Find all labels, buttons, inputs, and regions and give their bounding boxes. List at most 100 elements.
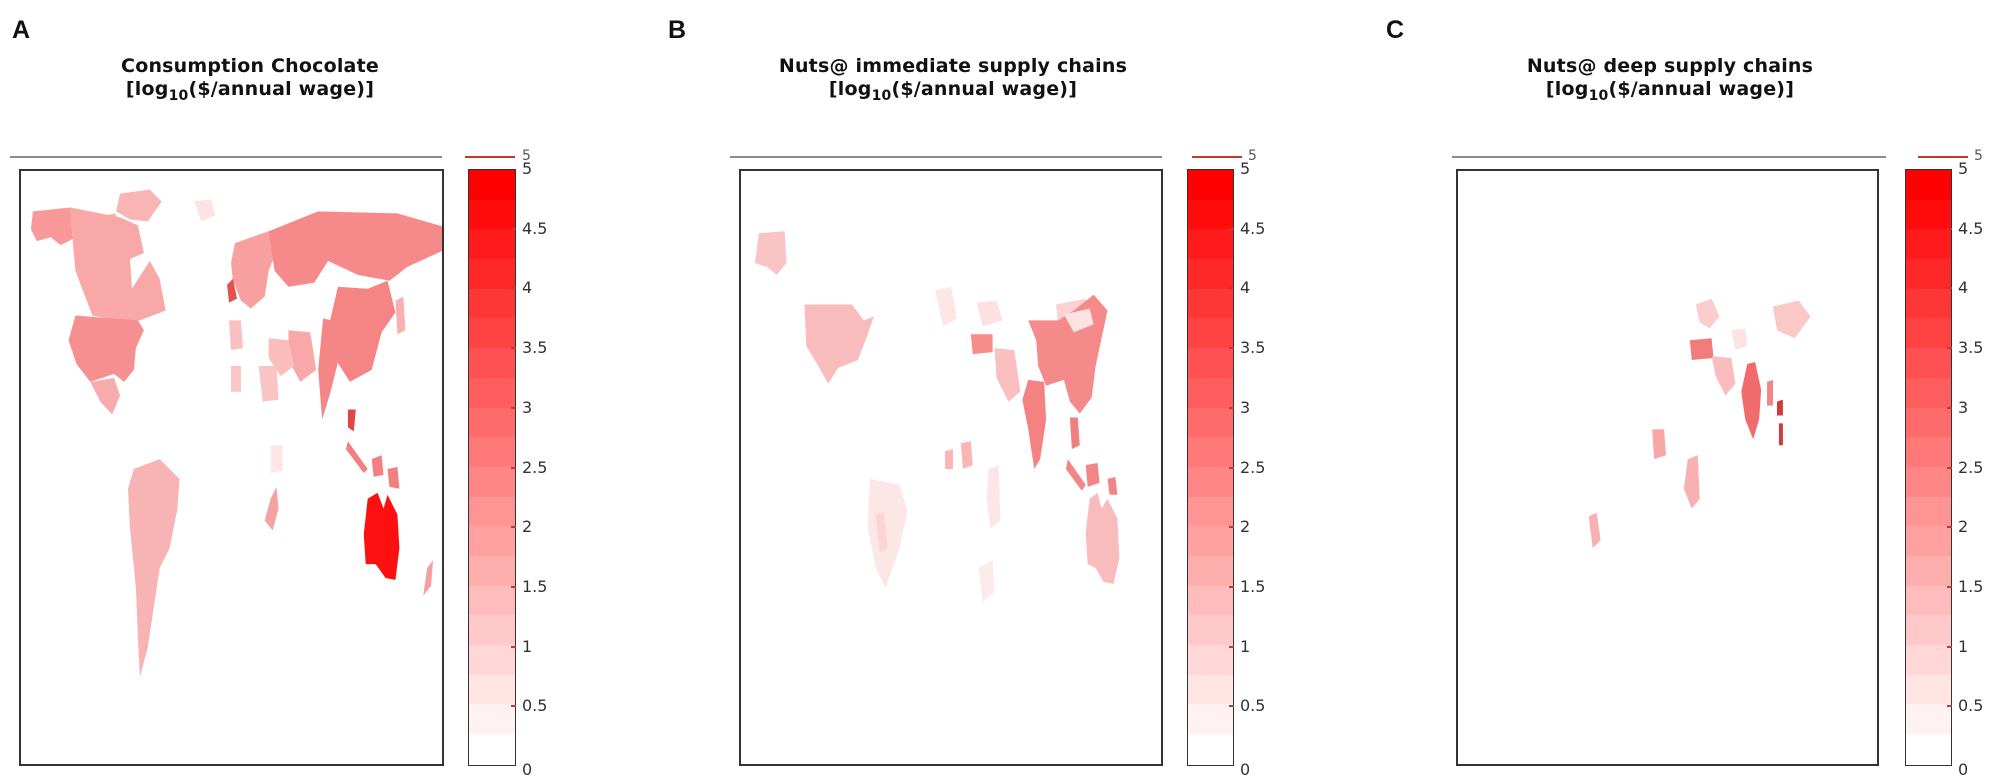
region-greenland — [194, 199, 216, 222]
unit-prefix: [log — [1545, 78, 1589, 100]
unit-prefix: [log — [125, 78, 169, 100]
colorbar-step — [469, 318, 515, 349]
panel-b-colorbar-overflow-label: 5 — [1248, 148, 1257, 164]
colorbar-step — [1906, 259, 1951, 289]
panel-c-colorbar-overflow-label: 5 — [1974, 148, 1983, 164]
colorbar-step — [469, 437, 515, 467]
colorbar-tick-mark — [1229, 645, 1234, 648]
colorbar-tick-mark — [511, 287, 516, 290]
region-alaska — [30, 207, 73, 246]
colorbar-tick-mark — [1947, 227, 1952, 230]
colorbar-step — [1906, 704, 1951, 735]
colorbar-tick-mark — [1229, 466, 1234, 469]
colorbar-step — [1906, 526, 1951, 556]
colorbar-tick-mark — [511, 705, 516, 708]
region-new-zealand — [423, 560, 434, 596]
colorbar-gradient — [1906, 170, 1951, 764]
panel-a-map-canvas — [30, 189, 442, 678]
colorbar-step — [1188, 466, 1233, 497]
colorbar-step — [469, 377, 515, 408]
region-uk — [227, 278, 237, 303]
colorbar-tick-label: 5 — [1240, 159, 1251, 178]
colorbar-step — [1906, 734, 1951, 764]
colorbar-step — [1906, 437, 1951, 467]
colorbar-step — [1188, 555, 1233, 586]
colorbar-step — [469, 170, 515, 200]
colorbar-tick-label: 0.5 — [1958, 696, 1984, 716]
colorbar-tick-mark — [1947, 406, 1952, 409]
panel-a-colorbar-overflow-label: 5 — [522, 148, 531, 164]
region-india — [1741, 362, 1762, 440]
colorbar-tick-mark — [511, 585, 516, 588]
colorbar-step — [1188, 496, 1233, 527]
region-africa-west — [231, 365, 241, 392]
panel-a-title: Consumption Chocolate [log10($/annual wa… — [40, 55, 460, 104]
region-turkey — [1689, 338, 1714, 361]
colorbar-tick-mark — [1229, 406, 1234, 409]
colorbar-tick-label: 4 — [1240, 278, 1251, 298]
colorbar-tick-label: 1.5 — [1240, 576, 1266, 596]
colorbar-tick-mark — [511, 406, 516, 409]
colorbar-tick-label: 3.5 — [522, 338, 548, 358]
colorbar-tick-mark — [511, 526, 516, 529]
colorbar-tick-label: 2.5 — [1240, 457, 1266, 477]
colorbar-step — [1906, 466, 1951, 497]
colorbar-tick-label: 1 — [1240, 636, 1251, 656]
colorbar-tick-label: 0.5 — [522, 696, 548, 716]
colorbar-tick-mark — [1229, 227, 1234, 230]
colorbar-step — [469, 348, 515, 378]
panel-c-colorbar — [1905, 169, 1952, 766]
region-north-africa — [229, 320, 243, 351]
colorbar-tick-mark — [1947, 287, 1952, 290]
colorbar-step — [469, 674, 515, 705]
colorbar-step — [1188, 674, 1233, 705]
colorbar-tick-mark — [1947, 347, 1952, 350]
colorbar-step — [1188, 170, 1233, 200]
region-russia — [268, 211, 442, 287]
colorbar-tick-label: 4.5 — [1958, 218, 1984, 238]
colorbar-tick-label: 2 — [1240, 517, 1251, 537]
region-usa — [68, 315, 144, 382]
panel-a-top-rule — [10, 156, 442, 158]
region-europe — [231, 231, 277, 309]
region-mongolia — [1772, 300, 1811, 339]
panel-a-letter: A — [12, 16, 31, 44]
colorbar-tick-mark — [1947, 585, 1952, 588]
region-afghanistan — [1731, 328, 1748, 351]
colorbar-step — [1188, 615, 1233, 645]
region-india — [318, 318, 340, 420]
region-east-africa — [1683, 455, 1700, 509]
colorbar-step — [469, 555, 515, 586]
panel-c-title-line1: Nuts@ deep supply chains — [1526, 55, 1814, 77]
colorbar-step — [1188, 259, 1233, 289]
region-iran — [1711, 356, 1736, 396]
colorbar-step — [1906, 318, 1951, 349]
colorbar-step — [1906, 199, 1951, 230]
colorbar-gradient — [469, 170, 515, 764]
colorbar-tick-label: 3 — [522, 397, 533, 417]
colorbar-tick-mark — [1947, 645, 1952, 648]
region-africa-south — [270, 445, 283, 473]
unit-sub: 10 — [168, 88, 189, 104]
colorbar-tick-label: 3.5 — [1958, 338, 1984, 358]
colorbar-tick-label: 2.5 — [1958, 457, 1984, 477]
colorbar-tick-label: 1.5 — [1958, 576, 1984, 596]
region-south-africa — [978, 560, 995, 602]
colorbar-step — [469, 526, 515, 556]
region-alaska — [754, 231, 787, 275]
region-south-america — [127, 459, 180, 678]
region-turkey — [970, 334, 993, 355]
panel-b-title: Nuts@ immediate supply chains [log10($/a… — [718, 55, 1188, 103]
colorbar-step — [469, 466, 515, 497]
colorbar-step — [1906, 229, 1951, 260]
region-australia — [363, 492, 400, 580]
region-africa-central — [258, 365, 279, 402]
colorbar-step — [1906, 496, 1951, 527]
panel-b-map — [739, 169, 1163, 766]
panel-c-map — [1456, 169, 1879, 766]
colorbar-step — [1906, 407, 1951, 438]
colorbar-step — [1906, 170, 1951, 200]
colorbar-tick-label: 4 — [522, 278, 533, 298]
colorbar-tick-label: 3 — [1240, 397, 1251, 417]
colorbar-tick-mark — [1947, 466, 1952, 469]
